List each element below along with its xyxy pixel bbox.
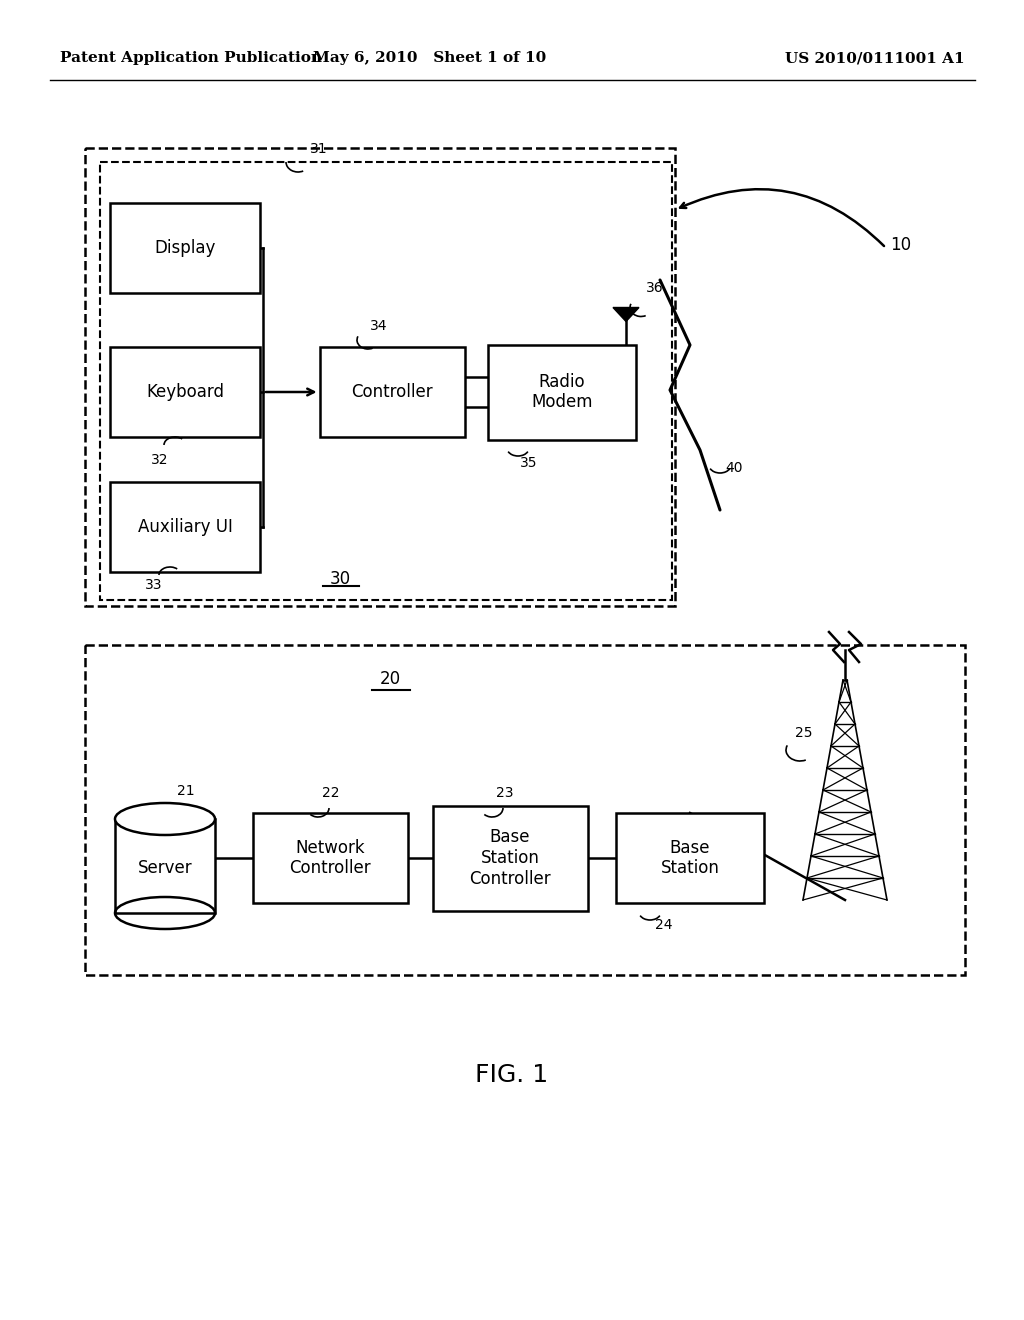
Bar: [85, 148, 675, 606]
Text: 24: 24: [655, 917, 673, 932]
Text: 33: 33: [144, 578, 162, 591]
Text: 21: 21: [177, 784, 195, 799]
Bar: [115, 818, 215, 913]
Bar: [616, 813, 764, 903]
Text: Base
Station
Controller: Base Station Controller: [469, 828, 551, 888]
Text: FIG. 1: FIG. 1: [475, 1063, 549, 1086]
Text: Auxiliary UI: Auxiliary UI: [137, 517, 232, 536]
Text: Radio
Modem: Radio Modem: [531, 372, 593, 412]
Bar: [488, 345, 636, 440]
Text: Controller: Controller: [351, 383, 433, 401]
Polygon shape: [613, 308, 639, 322]
Text: 31: 31: [310, 143, 328, 156]
Bar: [110, 347, 260, 437]
Bar: [319, 347, 465, 437]
Text: 20: 20: [380, 671, 400, 688]
Text: Base
Station: Base Station: [660, 838, 720, 878]
Bar: [110, 482, 260, 572]
Text: 22: 22: [322, 785, 340, 800]
Text: 36: 36: [646, 281, 664, 294]
Text: 25: 25: [795, 726, 812, 741]
Bar: [110, 203, 260, 293]
Text: Network
Controller: Network Controller: [289, 838, 371, 878]
Text: Patent Application Publication: Patent Application Publication: [60, 51, 322, 65]
Text: 23: 23: [496, 785, 513, 800]
Bar: [432, 805, 588, 911]
Bar: [85, 645, 965, 975]
Text: May 6, 2010   Sheet 1 of 10: May 6, 2010 Sheet 1 of 10: [313, 51, 547, 65]
Text: Server: Server: [137, 859, 193, 876]
Text: 30: 30: [330, 570, 350, 587]
Text: 40: 40: [725, 461, 742, 475]
Bar: [100, 162, 672, 601]
Text: Keyboard: Keyboard: [146, 383, 224, 401]
Bar: [253, 813, 408, 903]
Text: 34: 34: [370, 319, 387, 333]
Ellipse shape: [115, 803, 215, 836]
Text: US 2010/0111001 A1: US 2010/0111001 A1: [785, 51, 965, 65]
Text: 10: 10: [890, 236, 911, 253]
Text: Display: Display: [155, 239, 216, 257]
Text: 35: 35: [520, 455, 538, 470]
Text: 32: 32: [151, 453, 168, 467]
